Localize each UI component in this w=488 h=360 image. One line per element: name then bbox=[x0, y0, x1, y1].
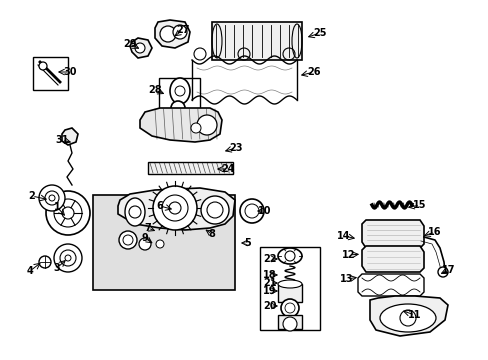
Bar bbox=[159, 78, 200, 115]
Text: 9: 9 bbox=[142, 233, 148, 243]
Text: 18: 18 bbox=[263, 270, 276, 280]
Circle shape bbox=[54, 244, 82, 272]
Circle shape bbox=[197, 115, 217, 135]
Text: 23: 23 bbox=[229, 143, 242, 153]
Circle shape bbox=[201, 196, 228, 224]
Text: 28: 28 bbox=[148, 85, 162, 95]
Circle shape bbox=[437, 267, 447, 277]
Circle shape bbox=[156, 240, 163, 248]
Circle shape bbox=[281, 299, 298, 317]
Bar bbox=[33, 57, 68, 90]
Circle shape bbox=[49, 195, 55, 201]
Circle shape bbox=[65, 255, 71, 261]
Bar bbox=[212, 22, 302, 60]
Text: 13: 13 bbox=[340, 274, 353, 284]
Bar bbox=[93, 195, 235, 290]
Bar bbox=[278, 284, 302, 302]
Polygon shape bbox=[361, 220, 423, 248]
Text: 11: 11 bbox=[407, 310, 421, 320]
Polygon shape bbox=[155, 20, 190, 48]
Text: 29: 29 bbox=[123, 39, 137, 49]
Text: 15: 15 bbox=[412, 200, 426, 210]
Bar bbox=[278, 315, 302, 329]
Text: 19: 19 bbox=[263, 286, 276, 296]
Text: 3: 3 bbox=[54, 263, 60, 273]
Text: 7: 7 bbox=[144, 223, 151, 233]
Text: 30: 30 bbox=[63, 67, 77, 77]
Polygon shape bbox=[130, 38, 152, 58]
Text: 25: 25 bbox=[313, 28, 326, 38]
Polygon shape bbox=[361, 246, 423, 272]
Ellipse shape bbox=[278, 248, 302, 264]
Text: 4: 4 bbox=[26, 266, 33, 276]
Circle shape bbox=[191, 123, 201, 133]
Text: 6: 6 bbox=[156, 201, 163, 211]
Circle shape bbox=[39, 256, 51, 268]
Text: 5: 5 bbox=[244, 238, 251, 248]
Text: 27: 27 bbox=[176, 25, 189, 35]
Circle shape bbox=[39, 62, 47, 70]
Ellipse shape bbox=[125, 198, 145, 226]
Text: 1: 1 bbox=[54, 202, 60, 212]
Text: 17: 17 bbox=[441, 265, 455, 275]
Bar bbox=[260, 247, 319, 330]
Polygon shape bbox=[369, 296, 447, 336]
Circle shape bbox=[62, 207, 74, 219]
Text: 20: 20 bbox=[263, 301, 276, 311]
Circle shape bbox=[240, 199, 264, 223]
Text: 16: 16 bbox=[427, 227, 441, 237]
Circle shape bbox=[39, 185, 65, 211]
Text: 12: 12 bbox=[342, 250, 355, 260]
Polygon shape bbox=[118, 188, 235, 230]
Polygon shape bbox=[357, 274, 423, 296]
Circle shape bbox=[160, 26, 176, 42]
Polygon shape bbox=[62, 128, 78, 145]
Circle shape bbox=[46, 191, 90, 235]
Text: 8: 8 bbox=[208, 229, 215, 239]
Text: 2: 2 bbox=[29, 191, 35, 201]
Text: 24: 24 bbox=[221, 164, 234, 174]
Circle shape bbox=[153, 186, 197, 230]
Ellipse shape bbox=[379, 304, 435, 332]
Circle shape bbox=[283, 317, 296, 331]
Text: 14: 14 bbox=[337, 231, 350, 241]
Circle shape bbox=[135, 43, 145, 53]
Circle shape bbox=[169, 202, 181, 214]
Circle shape bbox=[171, 101, 184, 115]
Circle shape bbox=[173, 25, 186, 39]
Text: 22: 22 bbox=[263, 254, 276, 264]
Text: 10: 10 bbox=[258, 206, 271, 216]
Text: 31: 31 bbox=[55, 135, 69, 145]
Text: 26: 26 bbox=[306, 67, 320, 77]
Bar bbox=[148, 162, 232, 174]
Polygon shape bbox=[140, 108, 222, 142]
Circle shape bbox=[119, 231, 137, 249]
Circle shape bbox=[139, 238, 151, 250]
Circle shape bbox=[399, 310, 415, 326]
Ellipse shape bbox=[278, 280, 302, 288]
Ellipse shape bbox=[170, 78, 190, 104]
Text: 21: 21 bbox=[263, 278, 276, 288]
